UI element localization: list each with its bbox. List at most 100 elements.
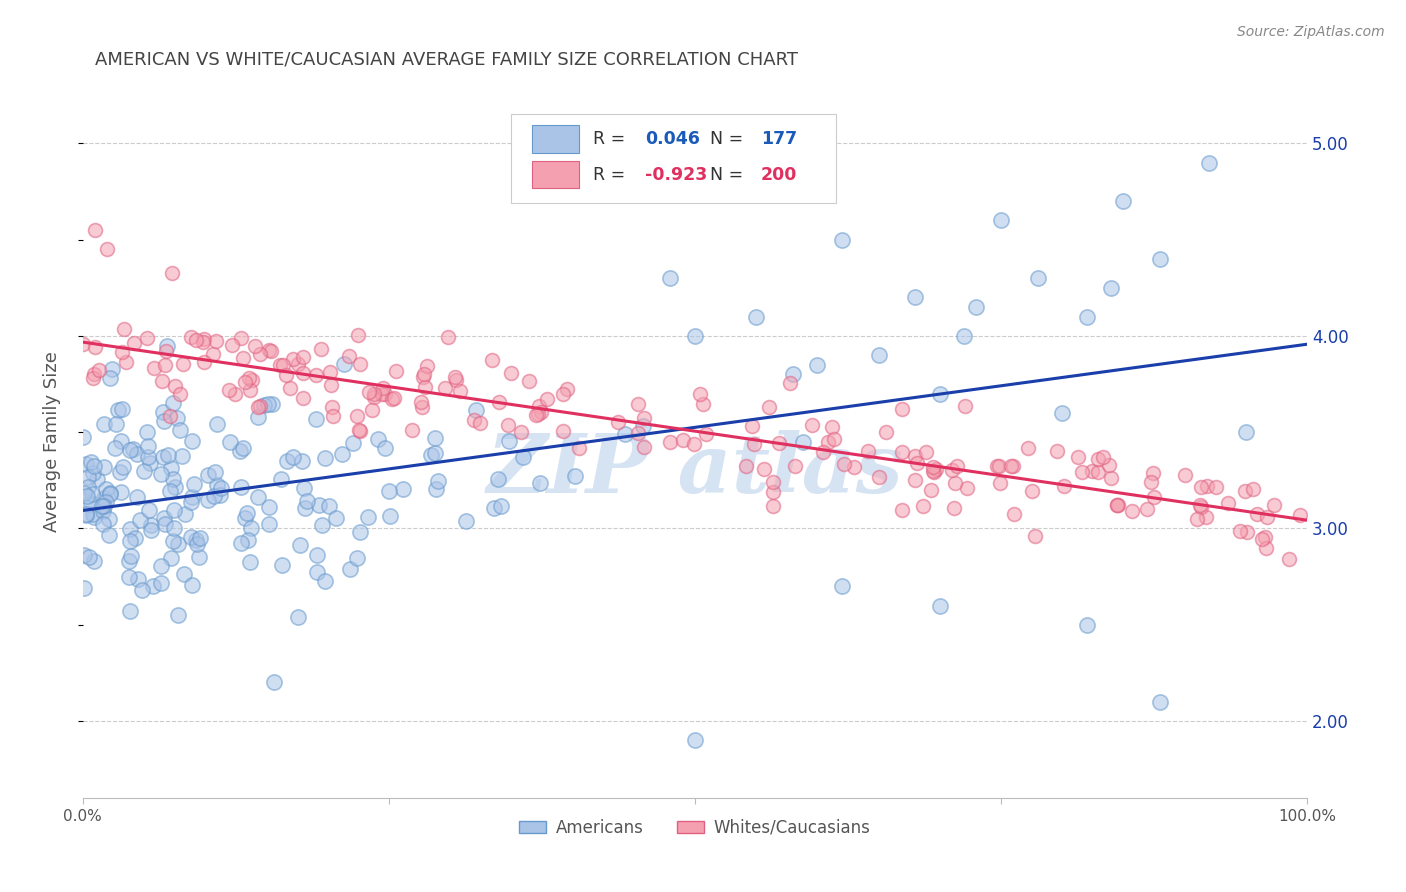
Point [165,378,187,392]
Point [332,357,354,371]
Point [292,351,315,365]
Point [139,517,162,532]
Point [188,550,211,565]
Point [468,416,491,430]
Point [907,456,929,470]
Legend: Americans, Whites/Caucasians: Americans, Whites/Caucasians [513,812,877,843]
Point [551,424,574,438]
Point [118,533,141,548]
Point [157,448,180,462]
Point [754,461,776,475]
Point [288,538,311,552]
Point [160,266,183,280]
Point [281,351,304,366]
Point [83,223,105,237]
Point [342,436,364,450]
Point [499,367,522,381]
Point [1076,617,1098,632]
Point [519,374,541,388]
Point [134,464,156,478]
Point [413,367,436,381]
Point [363,387,385,401]
Point [186,533,208,547]
Point [357,384,380,399]
Point [238,371,260,385]
Point [823,432,845,446]
Point [257,397,280,411]
Point [524,408,547,422]
Point [734,459,756,474]
Point [153,517,176,532]
Point [346,550,368,565]
Point [294,501,316,516]
Point [271,358,294,372]
Point [188,531,211,545]
Point [367,432,389,446]
Point [75,508,97,522]
Point [1136,502,1159,516]
Point [966,300,988,314]
Point [361,403,384,417]
Point [551,387,574,401]
Point [281,450,304,464]
Point [150,374,173,388]
Point [762,499,785,513]
Point [249,347,271,361]
Point [768,436,790,450]
Point [986,458,1008,473]
Point [87,363,110,377]
Point [1189,480,1212,494]
Point [156,339,179,353]
Point [180,491,202,505]
Point [322,409,344,423]
Point [162,395,184,409]
Point [659,271,682,285]
Point [138,438,160,452]
Point [349,524,371,539]
Point [330,447,353,461]
Point [120,442,142,457]
Point [204,465,226,479]
Point [382,391,405,405]
Point [1234,425,1257,440]
Point [1000,458,1022,473]
Point [114,355,136,369]
Point [1205,480,1227,494]
Point [465,402,488,417]
Point [110,484,132,499]
Point [75,507,97,521]
Y-axis label: Average Family Size: Average Family Size [44,351,60,533]
Point [1229,524,1251,539]
Point [259,500,281,514]
Point [131,582,153,597]
Point [202,488,225,502]
Point [1263,499,1285,513]
Point [1198,155,1220,169]
Point [741,418,763,433]
Point [1071,465,1094,479]
Point [122,336,145,351]
Point [80,454,103,468]
Point [197,492,219,507]
Point [246,400,269,414]
Point [1105,498,1128,512]
Point [920,483,942,497]
Point [1067,450,1090,464]
Point [236,533,259,548]
Point [186,537,208,551]
Point [842,460,865,475]
Point [82,487,104,501]
Point [270,471,292,485]
Point [868,469,890,483]
Point [378,483,401,498]
Text: R =: R = [593,166,631,184]
Point [259,344,281,359]
Point [488,394,510,409]
Point [83,340,105,354]
Point [1107,498,1129,512]
Point [1024,528,1046,542]
Point [527,399,550,413]
Point [314,574,336,589]
Point [232,442,254,456]
Point [180,330,202,344]
